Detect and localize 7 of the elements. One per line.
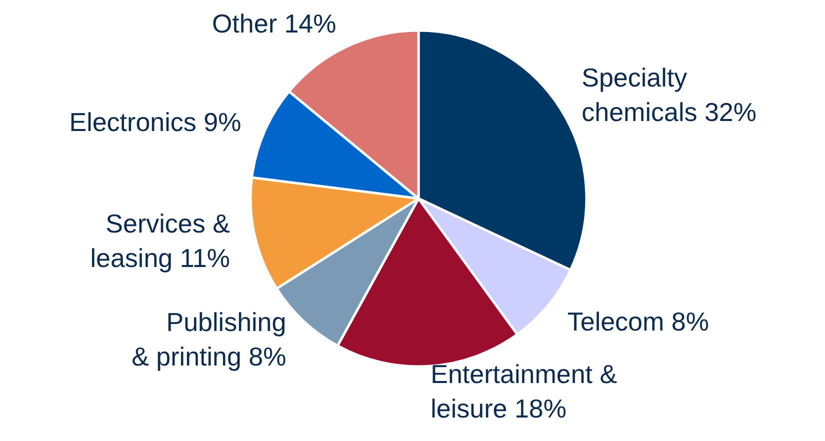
slice-label: Specialty chemicals 32% bbox=[582, 62, 756, 128]
slice-label: Telecom 8% bbox=[567, 306, 709, 337]
slice-label: Publishing & printing 8% bbox=[132, 307, 286, 372]
slice-label: Electronics 9% bbox=[69, 106, 242, 137]
slice-label: Entertainment & leisure 18% bbox=[430, 359, 618, 424]
slice-label: Other 14% bbox=[212, 8, 336, 39]
slice-label: Services & leasing 11% bbox=[90, 208, 230, 273]
